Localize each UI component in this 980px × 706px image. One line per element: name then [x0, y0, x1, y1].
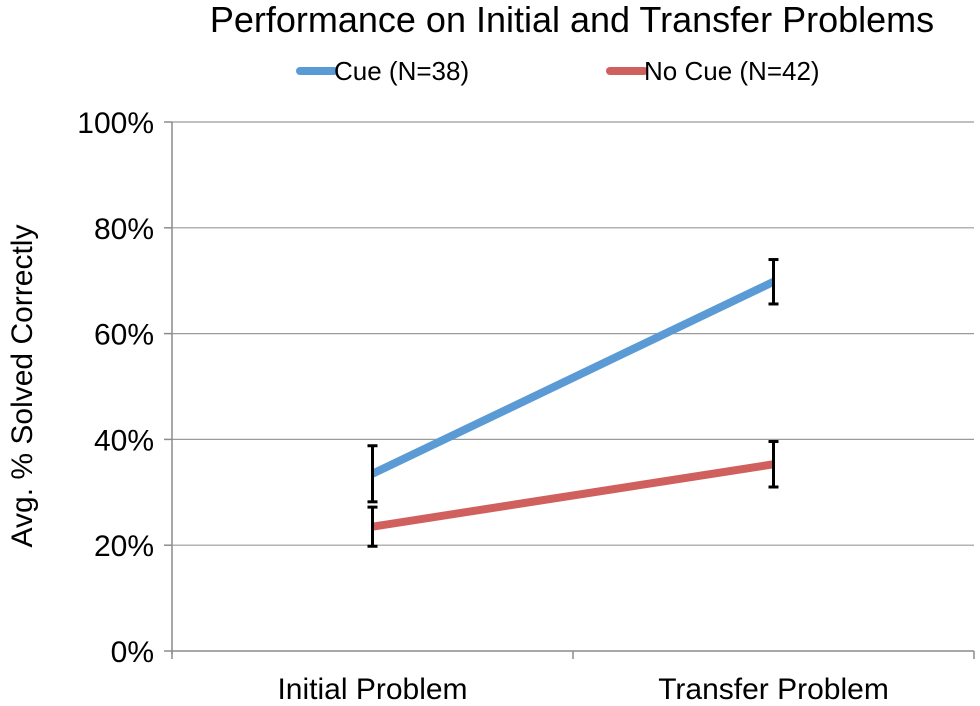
legend-item: No Cue (N=42)	[606, 56, 820, 86]
y-tick-label: 100%	[77, 107, 154, 140]
series-line-0	[370, 278, 776, 478]
y-axis-ticks: 0% 20% 40% 60% 80% 100%	[77, 107, 172, 669]
error-bar	[367, 505, 378, 548]
x-tick-label: Initial Problem	[277, 673, 467, 706]
legend-item: Cue (N=38)	[296, 56, 469, 86]
y-tick-label: 20%	[94, 530, 154, 563]
gridlines	[172, 121, 974, 546]
legend-label: Cue (N=38)	[334, 56, 469, 86]
error-bar	[768, 440, 779, 489]
x-tick-label: Transfer Problem	[658, 673, 889, 706]
error-bar	[768, 258, 779, 306]
chart-title: Performance on Initial and Transfer Prob…	[210, 0, 934, 40]
legend-label: No Cue (N=42)	[644, 56, 820, 86]
series-line-1	[371, 460, 775, 531]
y-tick-label: 40%	[94, 424, 154, 457]
error-bars	[367, 258, 779, 548]
x-axis-ticks: Initial Problem Transfer Problem	[171, 651, 975, 706]
y-tick-label: 0%	[111, 636, 154, 669]
y-axis-label: Avg. % Solved Correctly	[6, 225, 39, 548]
legend: Cue (N=38) No Cue (N=42)	[296, 56, 820, 86]
error-bar	[367, 444, 378, 504]
y-tick-label: 60%	[94, 319, 154, 352]
series-lines	[370, 278, 776, 531]
y-tick-label: 80%	[94, 213, 154, 246]
